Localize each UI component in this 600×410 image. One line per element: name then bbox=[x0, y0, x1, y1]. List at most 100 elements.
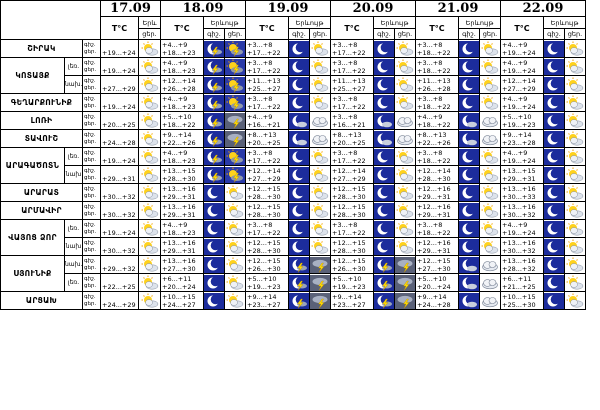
night-weather-icon bbox=[543, 111, 566, 130]
tc-header: T°C bbox=[500, 16, 545, 40]
temp-day: +22...+25 bbox=[102, 282, 136, 291]
temp-night: +13...+16 bbox=[502, 184, 536, 193]
temp-night: +3...+8 bbox=[417, 220, 443, 229]
night-weather-icon bbox=[288, 147, 311, 166]
temp-day: +23...+27 bbox=[247, 300, 281, 309]
temp-day: +24...+28 bbox=[102, 138, 136, 147]
temp-cell: +10...+15 +25...+30 bbox=[500, 291, 545, 310]
day-subheader: ցեր. bbox=[309, 28, 332, 40]
temp-night: +8...+13 bbox=[332, 130, 362, 139]
temp-day: +16...+21 bbox=[332, 120, 366, 129]
night-label: գիշ. bbox=[84, 221, 96, 228]
day-weather-icon bbox=[564, 147, 587, 166]
day-weather-icon bbox=[224, 255, 247, 274]
temp-day: +18...+23 bbox=[162, 66, 196, 75]
time-labels: գիշ. ցեր. bbox=[81, 39, 102, 58]
temp-night: +3...+8 bbox=[332, 112, 358, 121]
night-weather-icon bbox=[543, 201, 566, 220]
temp-cell: +4...+9 +16...+21 bbox=[245, 111, 290, 130]
night-weather-icon bbox=[373, 129, 396, 148]
temp-day: +28...+30 bbox=[162, 174, 196, 183]
night-weather-icon bbox=[543, 291, 566, 310]
temp-day: +19...+24 bbox=[102, 156, 136, 165]
temp-night: +10...+15 bbox=[162, 292, 196, 301]
temp-cell: +4...+9 +18...+23 bbox=[160, 57, 205, 76]
temp-night: +3...+8 bbox=[332, 40, 358, 49]
time-labels: գիշ. ցեր. bbox=[81, 255, 102, 274]
night-weather-icon bbox=[288, 237, 311, 256]
time-labels: գիշ. ցեր. bbox=[81, 237, 102, 256]
temp-night: +3...+8 bbox=[332, 148, 358, 157]
day-weather-icon bbox=[224, 111, 247, 130]
temp-day: +18...+22 bbox=[417, 102, 451, 111]
temp-cell: +19...+24 bbox=[100, 93, 140, 112]
temp-cell: +19...+24 bbox=[100, 219, 140, 238]
temp-day: +23...+27 bbox=[332, 300, 366, 309]
day-weather-icon bbox=[479, 129, 502, 148]
temp-night: +4...+9 bbox=[502, 148, 528, 157]
night-weather-icon bbox=[203, 129, 226, 148]
day-weather-icon bbox=[138, 147, 162, 166]
temp-cell: +3...+8 +18...+22 bbox=[415, 39, 460, 58]
temp-day: +16...+21 bbox=[247, 120, 281, 129]
temp-cell: +29...+32 bbox=[100, 255, 140, 274]
temp-night: +12...+16 bbox=[417, 202, 451, 211]
day-weather-icon bbox=[138, 255, 162, 274]
temp-cell: +11...+13 +25...+27 bbox=[330, 75, 375, 94]
temp-day: +20...+25 bbox=[332, 138, 366, 147]
night-weather-icon bbox=[458, 147, 481, 166]
temp-cell: +13...+16 +30...+32 bbox=[500, 201, 545, 220]
temp-cell: +3...+8 +18...+22 bbox=[415, 219, 460, 238]
temp-night-empty bbox=[102, 95, 138, 103]
temp-cell: +30...+32 bbox=[100, 237, 140, 256]
temp-cell: +4...+9 +19...+24 bbox=[500, 57, 545, 76]
temp-cell: +5...+10 +18...+22 bbox=[160, 111, 205, 130]
temp-day: +18...+23 bbox=[162, 228, 196, 237]
day-weather-icon bbox=[479, 291, 502, 310]
temp-night: +3...+8 bbox=[417, 40, 443, 49]
night-weather-icon bbox=[288, 57, 311, 76]
temp-cell: +12...+14 +28...+30 bbox=[415, 165, 460, 184]
temp-cell: +8...+13 +20...+25 bbox=[330, 129, 375, 148]
day-weather-icon bbox=[564, 57, 587, 76]
temp-cell: +20...+25 bbox=[100, 111, 140, 130]
temp-night: +4...+9 bbox=[417, 112, 443, 121]
temp-night: +3...+8 bbox=[247, 220, 273, 229]
temp-cell: +12...+15 +26...+30 bbox=[245, 255, 290, 274]
day-weather-icon bbox=[394, 57, 417, 76]
temp-day: +19...+24 bbox=[502, 228, 536, 237]
temp-night: +3...+8 bbox=[417, 94, 443, 103]
temp-night-empty bbox=[102, 113, 138, 121]
temp-day: +26...+28 bbox=[417, 84, 451, 93]
night-weather-icon bbox=[203, 183, 226, 202]
night-weather-icon bbox=[458, 183, 481, 202]
night-label: գիշ. bbox=[84, 185, 96, 192]
temp-night: +12...+15 bbox=[332, 184, 366, 193]
day-weather-icon bbox=[309, 111, 332, 130]
temp-day: +19...+24 bbox=[502, 156, 536, 165]
subregion-label: նախ bbox=[64, 237, 83, 256]
region-name: ՎԱՅՈՑ ՁՈՐ bbox=[0, 219, 65, 256]
temp-day: +30...+32 bbox=[502, 246, 536, 255]
region-name: ՍՅՈՒՆԻՔ bbox=[0, 255, 65, 292]
temp-day: +26...+30 bbox=[332, 264, 366, 273]
day-weather-icon bbox=[394, 273, 417, 292]
region-name: ԱՐՑԱԽ bbox=[0, 291, 83, 310]
temp-day: +19...+24 bbox=[102, 48, 136, 57]
table-row: ԳԵՂԱՐՔՈՒՆԻՔ գիշ. ցեր. +19...+24 +4...+9 +18.… bbox=[0, 93, 587, 112]
day-label: ցեր. bbox=[84, 192, 97, 199]
temp-cell: +13...+16 +28...+32 bbox=[500, 255, 545, 274]
temp-cell: +19...+24 bbox=[100, 147, 140, 166]
night-weather-icon bbox=[458, 75, 481, 94]
tc-header: T°C bbox=[100, 16, 140, 40]
temp-night: +12...+14 bbox=[332, 166, 366, 175]
night-label: գիշ. bbox=[84, 95, 96, 102]
day-weather-icon bbox=[224, 183, 247, 202]
temp-night: +4...+9 bbox=[502, 40, 528, 49]
temp-day: +28...+30 bbox=[332, 246, 366, 255]
night-weather-icon bbox=[458, 93, 481, 112]
temp-day: +29...+32 bbox=[102, 264, 136, 273]
night-weather-icon bbox=[543, 93, 566, 112]
region-name: ԱՐՄԱՎԻՐ bbox=[0, 201, 83, 220]
date-header: 17.09 bbox=[100, 0, 162, 17]
